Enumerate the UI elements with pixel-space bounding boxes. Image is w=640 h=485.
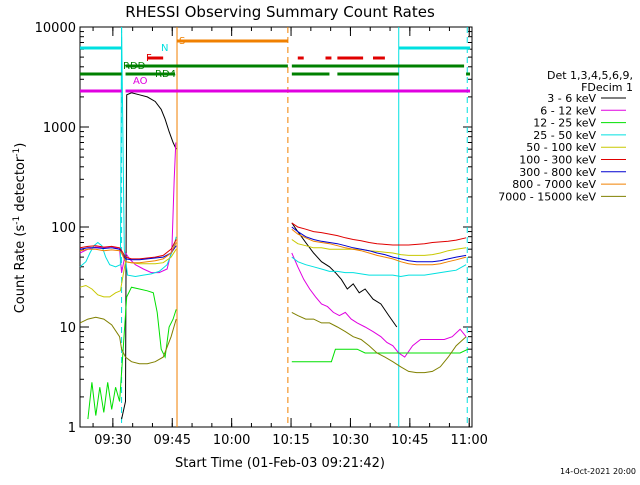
x-tick-label: 09:30 bbox=[94, 433, 131, 448]
flag-label-s: S bbox=[179, 36, 185, 47]
legend-label: 7000 - 15000 keV bbox=[498, 190, 596, 203]
flag-label-rdd: RDD bbox=[123, 61, 146, 72]
chart-title: RHESSI Observing Summary Count Rates bbox=[125, 3, 435, 21]
x-axis-label: Start Time (01-Feb-03 09:21:42) bbox=[175, 456, 385, 471]
series-line-6 bbox=[79, 222, 467, 260]
series-line-2 bbox=[79, 142, 467, 358]
series-line-9 bbox=[79, 311, 467, 374]
flag-label-rd4: RD4 bbox=[155, 69, 176, 80]
y-axis-label-mid: detector bbox=[13, 156, 28, 216]
series-line-8 bbox=[79, 228, 467, 266]
y-axis-label-sup2: -1 bbox=[12, 148, 22, 157]
series-line-5 bbox=[79, 239, 467, 298]
x-tick-label: 10:15 bbox=[272, 433, 309, 448]
legend-label: 3 - 6 keV bbox=[547, 92, 596, 105]
x-tick-label: 10:30 bbox=[332, 433, 369, 448]
flag-label-n: N bbox=[161, 43, 168, 54]
flag-label-f: F bbox=[146, 53, 152, 64]
x-tick-label: 11:00 bbox=[450, 433, 487, 448]
legend-label: 50 - 100 keV bbox=[526, 141, 596, 154]
legend-label: 6 - 12 keV bbox=[540, 104, 596, 117]
legend-label: 300 - 800 keV bbox=[519, 166, 596, 179]
y-tick-label: 10 bbox=[59, 321, 76, 336]
x-tick-label: 09:45 bbox=[154, 433, 191, 448]
y-axis-label-main: Count Rate (s bbox=[13, 225, 28, 314]
plot-area: 1 10 100 1000 10000 09:30 09:45 10:00 10:15 10:30… bbox=[35, 21, 488, 448]
footer-timestamp: 14-Oct-2021 20:00 bbox=[560, 467, 636, 476]
x-tick-label: 10:45 bbox=[391, 433, 428, 448]
series-line-7 bbox=[79, 226, 467, 263]
legend-header: FDecim 1 bbox=[581, 81, 633, 94]
y-tick-label: 1000 bbox=[43, 121, 76, 136]
series-line-4 bbox=[79, 26, 467, 278]
legend-header: Det 1,3,4,5,6,9, bbox=[547, 69, 633, 82]
series-line-1 bbox=[121, 92, 398, 420]
series-line-3 bbox=[87, 286, 469, 420]
flag-label-ao: AO bbox=[133, 76, 148, 87]
y-axis-label-end: ) bbox=[13, 143, 28, 148]
y-tick-label: 1 bbox=[68, 421, 76, 436]
legend-label: 100 - 300 keV bbox=[519, 154, 596, 167]
y-tick-label: 10000 bbox=[35, 21, 76, 36]
plot-frame bbox=[79, 26, 473, 428]
y-axis-label: Count Rate (s-1 detector-1) bbox=[12, 143, 28, 314]
legend-label: 800 - 7000 keV bbox=[512, 178, 596, 191]
x-tick-label: 10:00 bbox=[213, 433, 250, 448]
legend-label: 12 - 25 keV bbox=[533, 117, 596, 130]
y-tick-label: 100 bbox=[51, 221, 76, 236]
y-axis-label-sup1: -1 bbox=[12, 216, 22, 225]
legend-label: 25 - 50 keV bbox=[533, 129, 596, 142]
